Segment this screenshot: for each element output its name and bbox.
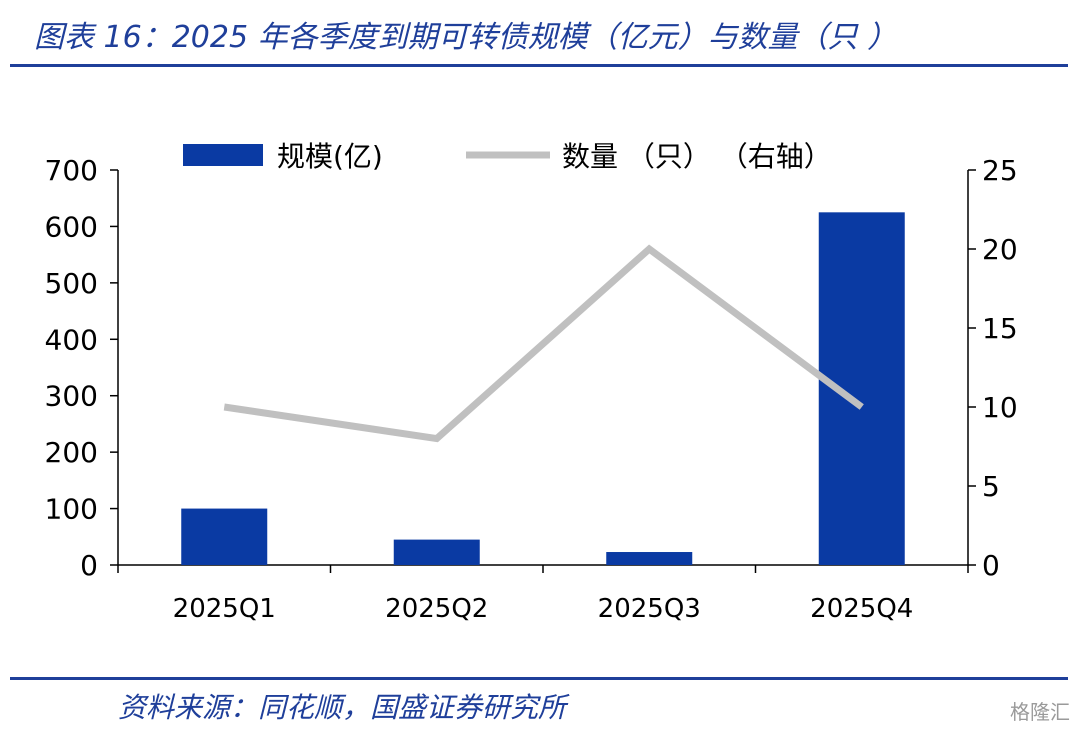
right-tick-label: 20: [982, 233, 1018, 266]
bars: [181, 212, 905, 566]
x-tick-label: 2025Q2: [385, 594, 488, 624]
x-tick-label: 2025Q3: [598, 594, 701, 624]
source-note: 资料来源：同花顺，国盛证券研究所: [118, 691, 567, 724]
top-divider: [10, 64, 1068, 67]
right-tick-label: 25: [982, 154, 1018, 187]
legend-bar-label: 规模(亿): [277, 140, 383, 173]
bar: [606, 552, 693, 565]
right-tick-label: 0: [982, 549, 1000, 582]
left-tick-label: 600: [45, 210, 98, 243]
right-tick-label: 5: [982, 470, 1000, 503]
chart-title: 图表 16：2025 年各季度到期可转债规模（亿元）与数量（只 ）: [34, 20, 898, 55]
left-tick-label: 200: [45, 436, 98, 469]
left-tick-label: 0: [80, 549, 98, 582]
left-tick-label: 100: [45, 493, 98, 526]
x-tick-label: 2025Q4: [810, 594, 913, 624]
bottom-divider: [10, 677, 1068, 680]
left-tick-label: 400: [45, 323, 98, 356]
left-tick-label: 500: [45, 267, 98, 300]
x-tick-label: 2025Q1: [173, 594, 276, 624]
legend: 规模(亿) 数量 （只） （右轴）: [183, 140, 832, 173]
count-line: [223, 244, 864, 443]
bar: [181, 508, 268, 565]
line-series: [223, 244, 864, 443]
bar: [393, 539, 480, 565]
right-tick-label: 15: [982, 312, 1018, 345]
tick-labels: 0 100 200 300 400 500 600 700 0 5 10 15 20 25 2025Q1 20…: [45, 154, 1018, 624]
legend-bar-swatch: [183, 144, 263, 166]
left-tick-label: 700: [45, 154, 98, 187]
left-tick-label: 300: [45, 380, 98, 413]
right-tick-label: 10: [982, 391, 1018, 424]
watermark: 格隆汇: [1010, 700, 1070, 724]
legend-line-label: 数量 （只） （右轴）: [562, 140, 832, 173]
